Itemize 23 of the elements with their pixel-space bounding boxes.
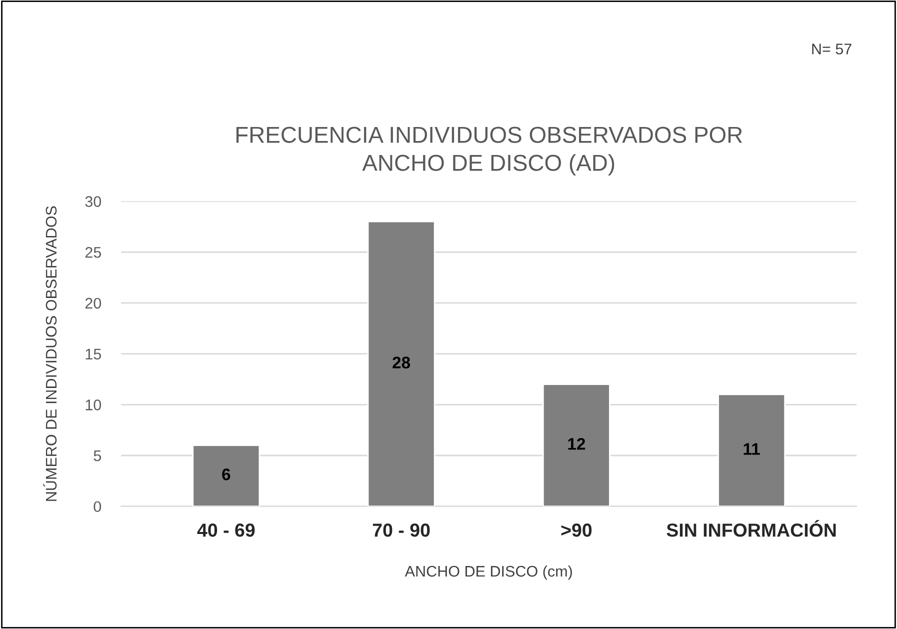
y-tick-label: 20 [85, 298, 102, 309]
y-tick-label: 0 [94, 501, 102, 512]
y-tick-label: 30 [85, 196, 102, 207]
data-label: 12 [568, 438, 586, 450]
bar [367, 220, 436, 506]
x-tick-label: 70 - 90 [372, 524, 430, 537]
y-tick-label: 10 [86, 400, 102, 410]
y-tick-label: 15 [86, 348, 102, 360]
bar [192, 444, 260, 506]
x-axis-title: ANCHO DE DISCO (cm) [404, 565, 572, 580]
data-label: 6 [222, 468, 230, 480]
text: N= 57 [812, 44, 852, 54]
chart-title: FRECUENCIA INDIVIDUOS OBSERVADOS POR ANCHO DE DISCO (AD) [236, 126, 742, 176]
y-tick-label: 5 [94, 450, 102, 462]
bar [718, 394, 786, 506]
y-tick-label: 25 [85, 246, 102, 258]
x-tick-label: SIN INFORMACIÓN [666, 520, 836, 537]
bar [542, 384, 610, 506]
data-label: 11 [744, 443, 760, 455]
y-axis-title: NÚMERO DE INDIVIDUOS OBSERVADOS [43, 206, 57, 501]
x-tick-label: >90 [561, 524, 592, 537]
data-label: 28 [392, 356, 410, 368]
x-tick-label: 40 - 69 [197, 524, 255, 537]
